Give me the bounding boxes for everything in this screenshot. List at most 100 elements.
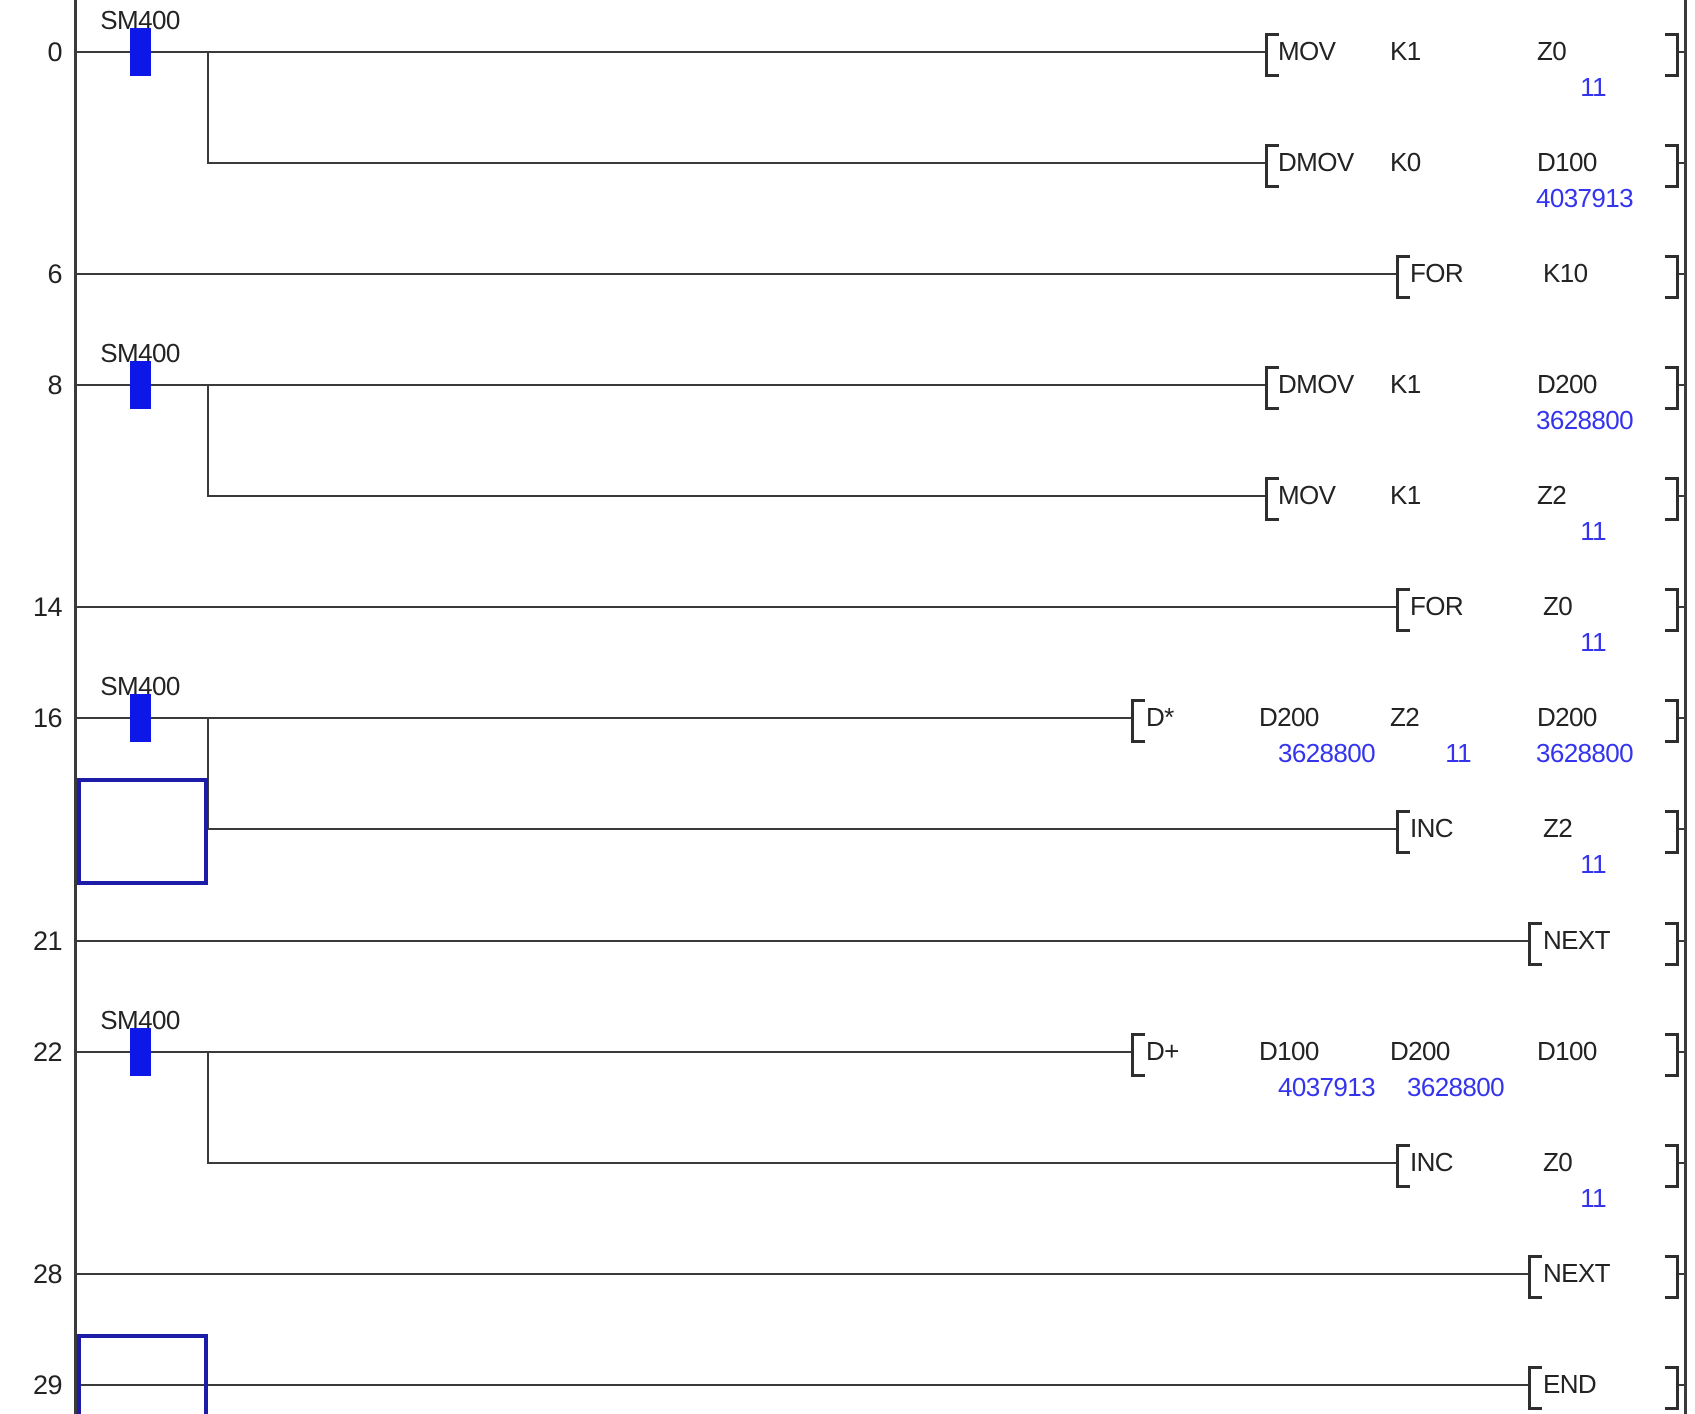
rung-wire xyxy=(75,384,1265,386)
instruction-close-bracket xyxy=(1665,1366,1679,1410)
rung-step-number: 0 xyxy=(47,37,62,67)
instruction-close-bracket xyxy=(1665,255,1679,299)
close-bracket-stub xyxy=(1679,1051,1684,1053)
rung-wire xyxy=(75,606,1396,608)
left-power-rail xyxy=(74,0,77,1414)
instruction-operand[interactable]: D100 xyxy=(1537,1036,1597,1066)
close-bracket-stub xyxy=(1679,606,1684,608)
instruction-name[interactable]: MOV xyxy=(1278,36,1336,66)
instruction-open-bracket xyxy=(1265,144,1279,188)
branch-connector xyxy=(207,1052,209,1163)
close-bracket-stub xyxy=(1679,828,1684,830)
instruction-open-bracket xyxy=(1396,588,1410,632)
monitor-value: 11 xyxy=(1580,627,1606,657)
rung-step-number: 14 xyxy=(32,592,63,622)
monitor-value: 3628800 xyxy=(1406,1072,1505,1102)
monitor-value: 11 xyxy=(1580,516,1606,546)
instruction-operand[interactable]: Z2 xyxy=(1537,480,1567,510)
monitor-value: 3628800 xyxy=(1535,405,1634,435)
instruction-operand[interactable]: D200 xyxy=(1537,369,1597,399)
instruction-operand[interactable]: D100 xyxy=(1259,1036,1319,1066)
instruction-name[interactable]: INC xyxy=(1410,813,1454,843)
monitor-value: 11 xyxy=(1580,72,1606,102)
rung-wire xyxy=(75,717,1131,719)
monitor-value: 11 xyxy=(1445,738,1471,768)
instruction-operand[interactable]: K1 xyxy=(1390,36,1421,66)
instruction-operand[interactable]: D200 xyxy=(1390,1036,1450,1066)
rung-wire xyxy=(207,828,1396,830)
instruction-operand[interactable]: K1 xyxy=(1390,480,1421,510)
instruction-close-bracket xyxy=(1665,1033,1679,1077)
instruction-open-bracket xyxy=(1396,255,1410,299)
instruction-close-bracket xyxy=(1665,1144,1679,1188)
monitor-value: 4037913 xyxy=(1277,1072,1376,1102)
instruction-name[interactable]: END xyxy=(1543,1369,1597,1399)
right-power-rail xyxy=(1684,0,1687,1414)
instruction-open-bracket xyxy=(1528,922,1542,966)
instruction-operand[interactable]: Z2 xyxy=(1390,702,1420,732)
monitor-value: 11 xyxy=(1580,849,1606,879)
instruction-name[interactable]: D+ xyxy=(1146,1036,1179,1066)
instruction-name[interactable]: INC xyxy=(1410,1147,1454,1177)
instruction-operand[interactable]: Z0 xyxy=(1543,591,1573,621)
instruction-name[interactable]: DMOV xyxy=(1278,369,1354,399)
close-bracket-stub xyxy=(1679,162,1684,164)
instruction-open-bracket xyxy=(1396,810,1410,854)
rung-step-number: 21 xyxy=(32,926,63,956)
close-bracket-stub xyxy=(1679,1162,1684,1164)
open-contact-on-icon[interactable] xyxy=(130,28,151,76)
rung-step-number: 6 xyxy=(47,259,62,289)
instruction-name[interactable]: NEXT xyxy=(1543,925,1611,955)
close-bracket-stub xyxy=(1679,717,1684,719)
branch-connector xyxy=(207,385,209,496)
rung-step-number: 29 xyxy=(32,1370,63,1400)
monitor-value: 4037913 xyxy=(1535,183,1634,213)
instruction-operand[interactable]: Z2 xyxy=(1543,813,1573,843)
instruction-open-bracket xyxy=(1131,1033,1145,1077)
monitor-value: 3628800 xyxy=(1277,738,1376,768)
instruction-name[interactable]: D* xyxy=(1146,702,1174,732)
instruction-operand[interactable]: K0 xyxy=(1390,147,1421,177)
instruction-operand[interactable]: Z0 xyxy=(1537,36,1567,66)
rung-step-number: 22 xyxy=(32,1037,63,1067)
instruction-operand[interactable]: K1 xyxy=(1390,369,1421,399)
rung-step-number: 16 xyxy=(32,703,63,733)
edit-cursor-cell xyxy=(77,778,208,885)
close-bracket-stub xyxy=(1679,940,1684,942)
instruction-name[interactable]: FOR xyxy=(1410,258,1464,288)
open-contact-on-icon[interactable] xyxy=(130,1028,151,1076)
instruction-operand[interactable]: Z0 xyxy=(1543,1147,1573,1177)
monitor-value: 11 xyxy=(1580,1183,1606,1213)
instruction-operand[interactable]: D200 xyxy=(1259,702,1319,732)
rung-step-number: 8 xyxy=(47,370,62,400)
close-bracket-stub xyxy=(1679,1384,1684,1386)
monitor-value: 3628800 xyxy=(1535,738,1634,768)
instruction-name[interactable]: NEXT xyxy=(1543,1258,1611,1288)
rung-step-number: 28 xyxy=(32,1259,63,1289)
instruction-open-bracket xyxy=(1265,33,1279,77)
close-bracket-stub xyxy=(1679,384,1684,386)
instruction-name[interactable]: DMOV xyxy=(1278,147,1354,177)
instruction-close-bracket xyxy=(1665,699,1679,743)
instruction-close-bracket xyxy=(1665,144,1679,188)
instruction-open-bracket xyxy=(1528,1255,1542,1299)
rung-wire xyxy=(75,273,1396,275)
open-contact-on-icon[interactable] xyxy=(130,361,151,409)
instruction-name[interactable]: FOR xyxy=(1410,591,1464,621)
instruction-operand[interactable]: D100 xyxy=(1537,147,1597,177)
instruction-close-bracket xyxy=(1665,922,1679,966)
instruction-open-bracket xyxy=(1528,1366,1542,1410)
open-contact-on-icon[interactable] xyxy=(130,694,151,742)
instruction-operand[interactable]: K10 xyxy=(1543,258,1588,288)
instruction-name[interactable]: MOV xyxy=(1278,480,1336,510)
rung-wire xyxy=(207,1162,1396,1164)
close-bracket-stub xyxy=(1679,273,1684,275)
branch-connector xyxy=(207,718,209,829)
instruction-operand[interactable]: D200 xyxy=(1537,702,1597,732)
rung-wire xyxy=(75,940,1528,942)
rung-wire xyxy=(207,162,1265,164)
instruction-close-bracket xyxy=(1665,33,1679,77)
instruction-open-bracket xyxy=(1396,1144,1410,1188)
instruction-close-bracket xyxy=(1665,810,1679,854)
